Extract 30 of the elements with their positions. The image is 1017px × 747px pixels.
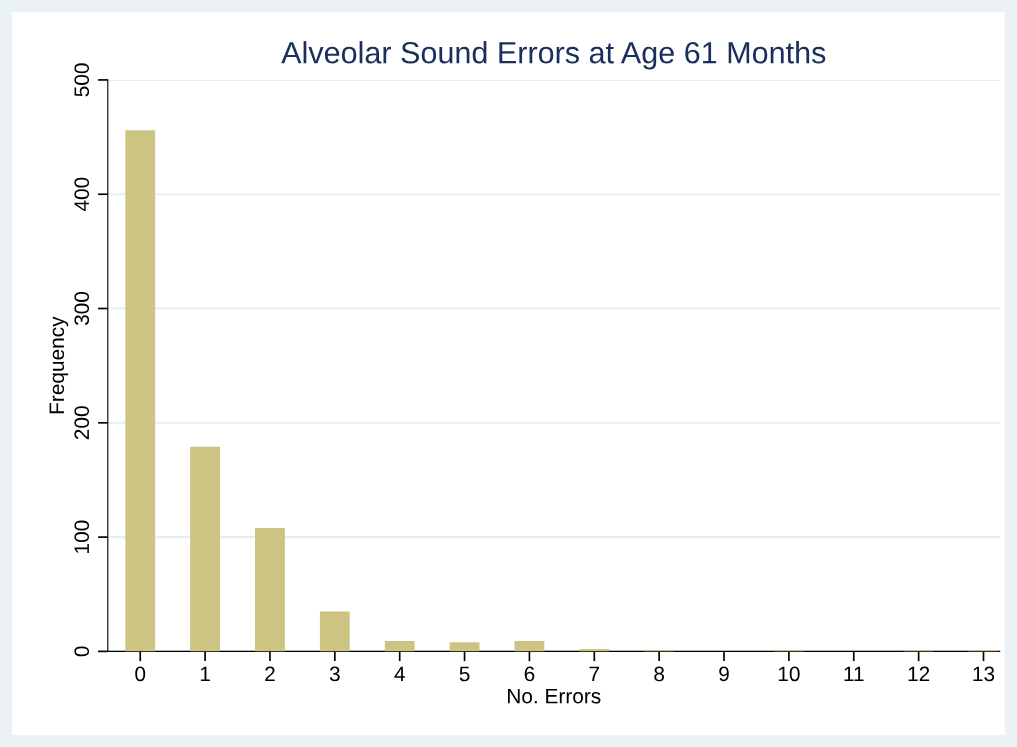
bar [190,446,221,652]
y-tick-label: 500 [74,63,90,97]
y-tick-label: 300 [74,291,90,326]
bar [125,130,156,652]
x-tick-label: 5 [459,666,470,682]
x-tick-label: 4 [394,666,405,682]
y-tick-label: 200 [74,406,90,440]
y-axis-title: Frequency [49,316,69,414]
x-tick-label: 7 [589,666,600,682]
x-tick-label: 0 [135,666,146,682]
y-tick-label: 0 [74,646,90,657]
y-tick-label: 400 [74,177,90,212]
x-tick-label: 11 [844,666,864,682]
chart-title: Alveolar Sound Errors at Age 61 Months [281,41,826,70]
x-tick-label: 13 [973,666,995,682]
bar [319,611,350,652]
x-tick-label: 3 [329,666,340,682]
x-tick-label: 6 [524,666,535,682]
x-tick-label: 12 [908,666,930,682]
y-tick-label: 100 [74,520,90,553]
x-tick-label: 2 [265,666,275,682]
x-tick-label: 8 [654,666,665,682]
bar [255,527,285,652]
bar [449,642,480,652]
x-tick-label: 9 [719,666,729,682]
bar [384,641,415,652]
x-tick-label: 1 [200,666,210,682]
bar [514,641,545,652]
x-axis-title: No. Errors [508,688,601,704]
x-tick-label: 10 [778,666,800,682]
